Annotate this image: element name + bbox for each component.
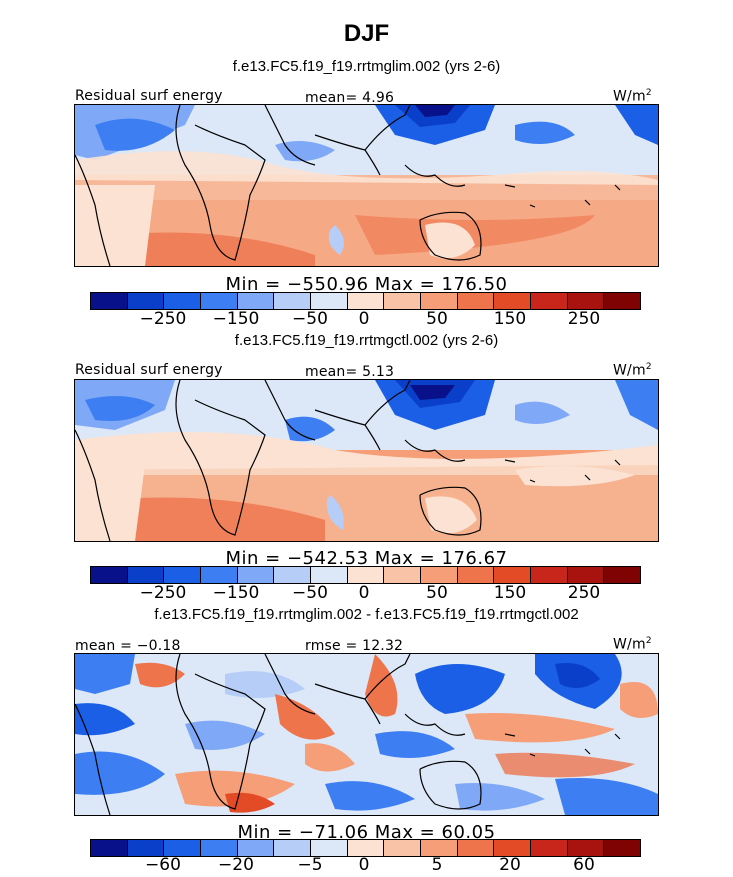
panel2-case-title: f.e13.FC5.f19_f19.rrtmgctl.002 (yrs 2-6) (234, 332, 499, 349)
colorbar-swatch (604, 293, 641, 309)
colorbar-swatch (457, 840, 495, 856)
colorbar-tick: −20 (218, 855, 254, 875)
colorbar-swatch (457, 293, 495, 309)
colorbar-tick: 5 (431, 855, 443, 875)
colorbar-swatch (274, 840, 312, 856)
colorbar-swatch (347, 567, 385, 583)
colorbar-swatch (347, 840, 385, 856)
colorbar-swatch (421, 293, 458, 309)
panel3-colorbar (90, 839, 641, 857)
panel2-colorbar (90, 566, 641, 584)
colorbar-swatch (384, 567, 422, 583)
colorbar-swatch (347, 293, 385, 309)
colorbar-swatch (494, 840, 532, 856)
colorbar-swatch (164, 567, 202, 583)
colorbar-tick: −150 (212, 583, 260, 603)
colorbar-swatch (421, 567, 458, 583)
panel2-units: W/m2 (613, 362, 652, 379)
colorbar-tick: −150 (212, 309, 260, 329)
colorbar-tick: −250 (139, 309, 187, 329)
colorbar-swatch (201, 567, 238, 583)
panel1-left-label: Residual surf energy (75, 88, 223, 104)
panel2-min-max: Min = −542.53 Max = 176.67 (225, 548, 508, 569)
colorbar-swatch (311, 293, 348, 309)
colorbar-swatch (91, 293, 128, 309)
colorbar-swatch (91, 567, 128, 583)
colorbar-tick: 20 (499, 855, 521, 875)
colorbar-swatch (567, 567, 605, 583)
colorbar-tick: 150 (493, 583, 527, 603)
colorbar-swatch (127, 293, 165, 309)
colorbar-tick: 250 (567, 583, 601, 603)
colorbar-swatch (421, 840, 458, 856)
panel1-colorbar (90, 292, 641, 310)
colorbar-swatch (201, 840, 238, 856)
panel3-map (74, 653, 659, 816)
colorbar-tick: 50 (426, 309, 448, 329)
panel3-colorbar-ticks: −60 −20 −5 0 5 20 60 (90, 855, 639, 875)
panel2-left-label: Residual surf energy (75, 362, 223, 378)
colorbar-swatch (531, 293, 568, 309)
panel1-colorbar-ticks: −250 −150 −50 0 50 150 250 (90, 309, 639, 329)
colorbar-swatch (311, 567, 348, 583)
colorbar-swatch (567, 840, 605, 856)
panel2-map (74, 379, 659, 542)
colorbar-tick: 0 (358, 583, 370, 603)
colorbar-swatch (274, 567, 312, 583)
colorbar-swatch (604, 567, 641, 583)
colorbar-tick: 60 (573, 855, 595, 875)
colorbar-swatch (237, 567, 275, 583)
panel2-colorbar-ticks: −250 −150 −50 0 50 150 250 (90, 583, 639, 603)
colorbar-swatch (237, 840, 275, 856)
colorbar-swatch (164, 293, 202, 309)
colorbar-swatch (127, 567, 165, 583)
panel1-units: W/m2 (613, 88, 652, 105)
panel2-map-field (75, 380, 658, 541)
panel3-rmse-label: rmse = 12.32 (305, 638, 404, 654)
colorbar-swatch (274, 293, 312, 309)
colorbar-tick: −50 (292, 583, 328, 603)
panel3-mean-label: mean = −0.18 (75, 638, 181, 654)
panel3-units: W/m2 (613, 636, 652, 653)
colorbar-tick: −60 (145, 855, 181, 875)
colorbar-swatch (127, 840, 165, 856)
colorbar-swatch (494, 293, 532, 309)
panel3-map-field (75, 654, 658, 815)
colorbar-tick: 50 (426, 583, 448, 603)
colorbar-swatch (567, 293, 605, 309)
colorbar-swatch (91, 840, 128, 856)
panel1-min-max: Min = −550.96 Max = 176.50 (225, 274, 508, 295)
colorbar-tick: 150 (493, 309, 527, 329)
panel2-mean-label: mean= 5.13 (305, 364, 395, 380)
colorbar-tick: −250 (139, 583, 187, 603)
colorbar-tick: −5 (297, 855, 323, 875)
colorbar-tick: 0 (358, 309, 370, 329)
panel1-mean-label: mean= 4.96 (305, 90, 395, 106)
panel3-case-title: f.e13.FC5.f19_f19.rrtmglim.002 - f.e13.F… (154, 606, 579, 623)
panel1-map-field (75, 105, 658, 266)
colorbar-swatch (494, 567, 532, 583)
panel1-case-title: f.e13.FC5.f19_f19.rrtmglim.002 (yrs 2-6) (232, 58, 501, 75)
colorbar-tick: −50 (292, 309, 328, 329)
colorbar-swatch (164, 840, 202, 856)
colorbar-swatch (531, 840, 568, 856)
colorbar-swatch (531, 567, 568, 583)
colorbar-swatch (384, 840, 422, 856)
colorbar-swatch (457, 567, 495, 583)
panel1-map (74, 104, 659, 267)
colorbar-swatch (237, 293, 275, 309)
colorbar-tick: 0 (358, 855, 370, 875)
colorbar-swatch (384, 293, 422, 309)
colorbar-tick: 250 (567, 309, 601, 329)
panel3-min-max: Min = −71.06 Max = 60.05 (237, 822, 496, 843)
colorbar-swatch (311, 840, 348, 856)
colorbar-swatch (604, 840, 641, 856)
colorbar-swatch (201, 293, 238, 309)
figure-title: DJF (343, 20, 390, 47)
